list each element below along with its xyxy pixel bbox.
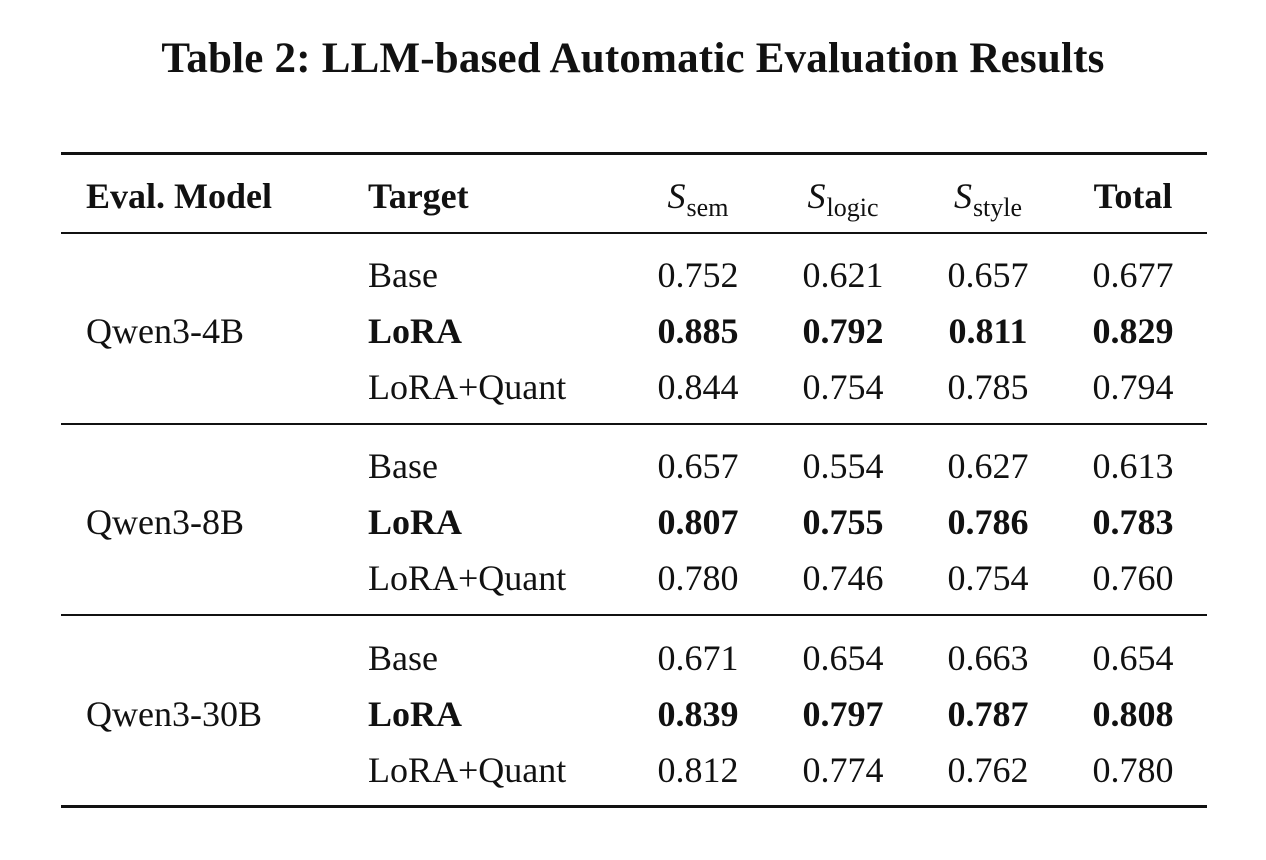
score-cell-sem: 0.671: [657, 638, 739, 678]
score-cell-style: 0.811: [948, 311, 1028, 351]
score-cell-logic: 0.654: [802, 638, 884, 678]
target-cell: LoRA: [368, 502, 463, 542]
score-cell-total: 0.654: [1092, 638, 1174, 678]
score-cell-total: 0.780: [1092, 750, 1174, 790]
header-eval-model: Eval. Model: [86, 176, 272, 216]
header-s-logic: Slogic: [807, 176, 879, 222]
target-cell: LoRA+Quant: [368, 750, 567, 790]
score-cell-sem: 0.752: [657, 255, 739, 295]
score-cell-sem: 0.885: [657, 311, 739, 351]
score-cell-sem: 0.657: [657, 446, 739, 486]
group-rule: [61, 423, 1207, 425]
target-cell: Base: [368, 638, 438, 678]
score-cell-logic: 0.746: [802, 558, 884, 598]
score-cell-sem: 0.807: [657, 502, 739, 542]
target-cell: LoRA+Quant: [368, 558, 567, 598]
header-rule: [61, 232, 1207, 234]
score-cell-style: 0.627: [947, 446, 1029, 486]
table-caption: Table 2: LLM-based Automatic Evaluation …: [161, 35, 1105, 82]
target-cell: LoRA: [368, 311, 463, 351]
eval-model-name: Qwen3-4B: [86, 311, 244, 351]
score-cell-style: 0.786: [947, 502, 1029, 542]
bottom-rule: [61, 805, 1207, 808]
score-cell-sem: 0.839: [657, 694, 739, 734]
score-cell-logic: 0.754: [802, 367, 884, 407]
score-cell-style: 0.663: [947, 638, 1029, 678]
score-cell-logic: 0.554: [802, 446, 884, 486]
group-rule: [61, 614, 1207, 616]
score-cell-style: 0.787: [947, 694, 1029, 734]
score-cell-style: 0.785: [947, 367, 1029, 407]
score-cell-logic: 0.792: [802, 311, 884, 351]
score-cell-total: 0.783: [1092, 502, 1174, 542]
score-cell-total: 0.760: [1092, 558, 1174, 598]
eval-model-name: Qwen3-30B: [86, 694, 262, 734]
eval-model-name: Qwen3-8B: [86, 502, 244, 542]
top-rule: [61, 152, 1207, 155]
target-cell: LoRA: [368, 694, 463, 734]
header-total: Total: [1093, 176, 1173, 216]
score-cell-total: 0.677: [1092, 255, 1174, 295]
score-cell-logic: 0.797: [802, 694, 884, 734]
header-s-style: Sstyle: [953, 176, 1023, 222]
score-cell-logic: 0.774: [802, 750, 884, 790]
score-cell-style: 0.762: [947, 750, 1029, 790]
score-cell-style: 0.657: [947, 255, 1029, 295]
score-cell-sem: 0.812: [657, 750, 739, 790]
target-cell: LoRA+Quant: [368, 367, 567, 407]
target-cell: Base: [368, 446, 438, 486]
score-cell-style: 0.754: [947, 558, 1029, 598]
score-cell-logic: 0.755: [802, 502, 884, 542]
score-cell-total: 0.829: [1092, 311, 1174, 351]
score-cell-total: 0.808: [1092, 694, 1174, 734]
target-cell: Base: [368, 255, 438, 295]
score-cell-total: 0.794: [1092, 367, 1174, 407]
score-cell-sem: 0.844: [657, 367, 739, 407]
header-s-sem: Ssem: [667, 176, 729, 222]
score-cell-logic: 0.621: [802, 255, 884, 295]
header-target: Target: [368, 176, 469, 216]
score-cell-sem: 0.780: [657, 558, 739, 598]
score-cell-total: 0.613: [1092, 446, 1174, 486]
